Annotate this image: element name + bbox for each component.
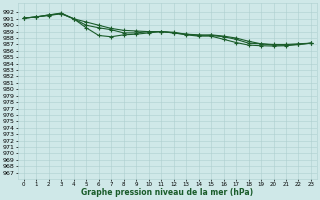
X-axis label: Graphe pression niveau de la mer (hPa): Graphe pression niveau de la mer (hPa) xyxy=(81,188,253,197)
